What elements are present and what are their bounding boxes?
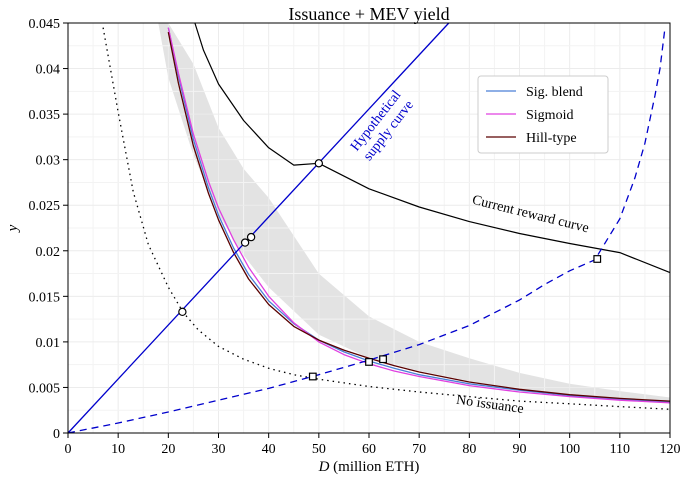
range-band-area xyxy=(158,23,671,402)
x-axis-unit: (million ETH) xyxy=(329,459,419,475)
y-tick-label: 0.03 xyxy=(36,154,61,169)
x-tick-label: 110 xyxy=(610,442,630,457)
x-tick-label: 80 xyxy=(462,442,476,457)
x-tick-label: 30 xyxy=(212,442,226,457)
series-current-reward-curve xyxy=(194,22,671,274)
x-tick-label: 10 xyxy=(111,442,125,457)
intersection-markers xyxy=(178,159,602,381)
legend-label-hill: Hill-type xyxy=(526,131,577,146)
y-tick-label: 0.01 xyxy=(36,336,61,351)
marker-mev-sigmoid xyxy=(365,358,373,366)
range-band xyxy=(158,23,671,402)
x-tick-label: 40 xyxy=(262,442,276,457)
y-tick-label: 0.025 xyxy=(29,199,61,214)
x-tick-label: 20 xyxy=(161,442,175,457)
marker-mev-current xyxy=(593,255,602,263)
y-tick-label: 0.005 xyxy=(29,381,61,396)
y-tick-label: 0.045 xyxy=(29,17,61,32)
series-mev-adjusted-supply-curve xyxy=(67,27,666,434)
series-hill-type xyxy=(167,31,671,402)
series-no-issuance xyxy=(102,27,671,410)
x-tick-label: 90 xyxy=(513,442,527,457)
y-axis-ticks: 0 0.005 0.01 0.015 0.02 0.025 0.03 0.035 0.04 0.0… xyxy=(29,17,68,442)
marker-mev-noissuance xyxy=(308,372,317,381)
x-tick-label: 60 xyxy=(362,442,376,457)
x-tick-label: 50 xyxy=(312,442,326,457)
legend-label-sigmoid: Sigmoid xyxy=(526,108,573,123)
y-tick-label: 0 xyxy=(53,427,60,442)
y-tick-label: 0.035 xyxy=(29,108,61,123)
marker-supply-noissuance xyxy=(178,307,187,317)
marker-supply-sigmoid xyxy=(246,232,256,242)
series-sigmoid xyxy=(167,27,671,404)
marker-supply-current xyxy=(314,159,324,168)
x-axis-ticks: 0 10 20 30 40 50 60 70 80 90 100 110 120 xyxy=(65,433,681,457)
y-tick-label: 0.02 xyxy=(36,245,61,260)
annotation-0: Hypotheticalsupply curve xyxy=(348,88,417,164)
x-tick-label: 0 xyxy=(65,442,72,457)
annotation-1: Current reward curve xyxy=(470,193,590,237)
marker-mev-hill xyxy=(379,355,387,364)
y-tick-label: 0.04 xyxy=(36,63,61,78)
series-hypothetical-supply-curve xyxy=(67,22,450,434)
y-tick-label: 0.015 xyxy=(29,290,61,305)
chart-title: Issuance + MEV yield xyxy=(288,4,449,24)
legend-label-sig-blend: Sig. blend xyxy=(526,85,583,100)
x-tick-label: 70 xyxy=(412,442,426,457)
x-tick-label: 120 xyxy=(660,442,681,457)
series-lines xyxy=(67,22,671,434)
marker-supply-hill xyxy=(240,238,250,247)
annotation-2: No issuance xyxy=(455,393,524,417)
x-axis-title: D (million ETH) xyxy=(318,459,420,475)
legend: Sig. blend Sigmoid Hill-type xyxy=(477,75,609,154)
x-axis-symbol: D xyxy=(318,459,330,475)
x-tick-label: 100 xyxy=(559,442,580,457)
y-axis-title: y xyxy=(5,224,21,233)
legend-box xyxy=(477,75,609,154)
